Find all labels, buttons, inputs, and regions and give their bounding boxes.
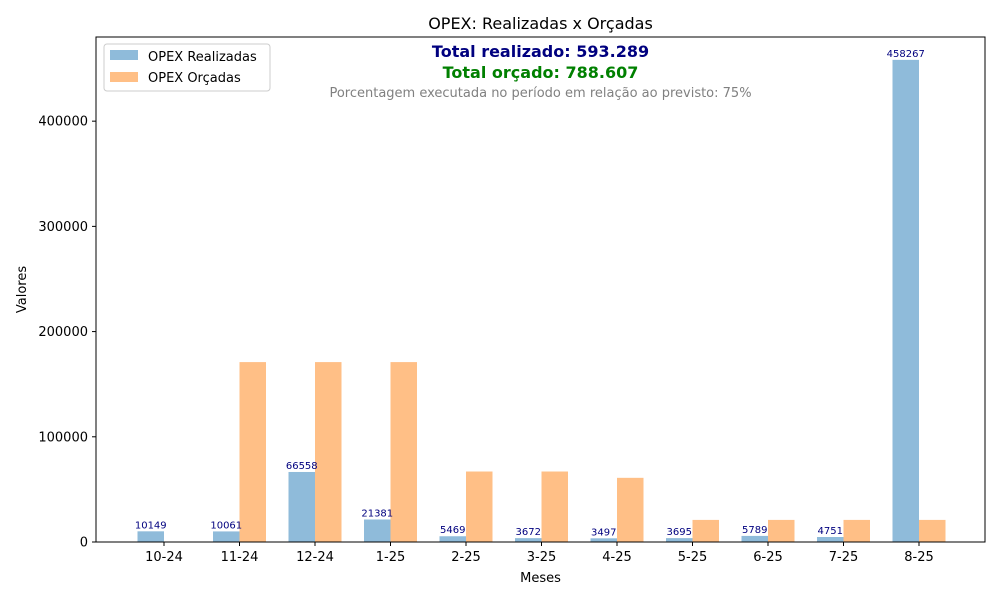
x-tick-label-8-25: 8-25: [904, 550, 934, 565]
bar-orcadas-3-25: [541, 471, 568, 542]
data-label-realizadas-5-25: 3695: [667, 527, 692, 538]
legend-label-realizadas: OPEX Realizadas: [148, 50, 257, 65]
total-orcado-annotation: Total orçado: 788.607: [443, 63, 639, 82]
bar-orcadas-5-25: [692, 519, 719, 542]
y-tick-label-100000: 100000: [38, 430, 88, 445]
y-axis: 0 100000 200000 300000 400000: [38, 115, 96, 551]
legend-swatch-orcadas: [110, 72, 138, 82]
total-realizado-annotation: Total realizado: 593.289: [432, 42, 649, 61]
x-tick-label-4-25: 4-25: [602, 550, 632, 565]
bar-orcadas-4-25: [617, 477, 644, 542]
bar-realizadas-12-24: [288, 471, 315, 542]
x-tick-label-12-24: 12-24: [296, 550, 334, 565]
data-label-realizadas-3-25: 3672: [516, 527, 541, 538]
x-axis-label: Meses: [520, 571, 561, 586]
bar-realizadas-4-25: [590, 538, 617, 542]
y-tick-label-300000: 300000: [38, 220, 88, 235]
bar-orcadas-6-25: [768, 519, 795, 542]
x-axis: 10-24 11-24 12-24 1-25 2-25 3-25 4-25 5-25 6-25 7…: [145, 542, 934, 565]
x-tick-label-7-25: 7-25: [829, 550, 859, 565]
bar-orcadas-1-25: [390, 362, 417, 542]
x-tick-label-11-24: 11-24: [221, 550, 259, 565]
y-tick-label-200000: 200000: [38, 325, 88, 340]
legend: OPEX Realizadas OPEX Orçadas: [103, 43, 271, 92]
data-label-realizadas-1-25: 21381: [361, 509, 393, 520]
bar-realizadas-1-25: [364, 519, 391, 542]
data-label-realizadas-4-25: 3497: [591, 527, 616, 538]
data-label-realizadas-2-25: 5469: [440, 525, 465, 536]
bar-realizadas-2-25: [439, 536, 466, 542]
data-label-realizadas-11-24: 10061: [210, 520, 242, 531]
x-tick-label-3-25: 3-25: [527, 550, 557, 565]
bar-realizadas-7-25: [817, 537, 844, 542]
legend-box: [103, 43, 271, 92]
bar-labels-group: 10149 10061 66558 21381 5469 3672 3497 3695 5789…: [135, 49, 925, 538]
x-tick-label-1-25: 1-25: [376, 550, 406, 565]
x-tick-label-2-25: 2-25: [451, 550, 481, 565]
y-tick-label-0: 0: [80, 536, 88, 551]
y-tick-label-400000: 400000: [38, 115, 88, 130]
bar-orcadas-8-25: [919, 519, 946, 542]
bar-orcadas-7-25: [843, 519, 870, 542]
x-tick-label-10-24: 10-24: [145, 550, 183, 565]
legend-label-orcadas: OPEX Orçadas: [148, 71, 241, 86]
bar-orcadas-11-24: [239, 362, 266, 542]
bar-realizadas-8-25: [892, 59, 919, 542]
bar-realizadas-11-24: [213, 531, 240, 542]
plot-frame: [95, 36, 986, 543]
percentage-annotation: Porcentagem executada no período em rela…: [329, 86, 751, 101]
data-label-realizadas-7-25: 4751: [818, 526, 843, 537]
legend-swatch-realizadas: [110, 50, 138, 60]
bar-orcadas-12-24: [315, 362, 342, 542]
bar-realizadas-10-24: [137, 531, 164, 542]
y-axis-label: Valores: [15, 266, 30, 313]
bar-realizadas-3-25: [515, 538, 542, 542]
data-label-realizadas-10-24: 10149: [135, 520, 167, 531]
x-tick-label-6-25: 6-25: [753, 550, 783, 565]
chart-title: OPEX: Realizadas x Orçadas: [428, 14, 653, 33]
bar-realizadas-6-25: [741, 535, 768, 542]
x-tick-label-5-25: 5-25: [678, 550, 708, 565]
data-label-realizadas-12-24: 66558: [286, 461, 318, 472]
bar-orcadas-2-25: [466, 471, 493, 542]
data-label-realizadas-6-25: 5789: [742, 525, 767, 536]
bar-realizadas-5-25: [666, 538, 693, 542]
data-label-realizadas-8-25: 458267: [887, 49, 925, 60]
bars-group: [137, 59, 946, 542]
